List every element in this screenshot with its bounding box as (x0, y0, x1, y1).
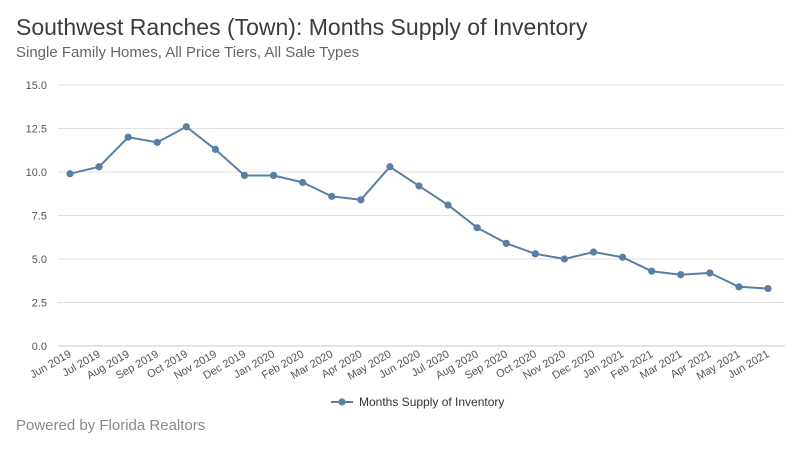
data-point[interactable] (677, 271, 685, 279)
data-point[interactable] (269, 171, 278, 180)
data-point[interactable] (589, 248, 598, 256)
y-tick-label: 15.0 (26, 80, 47, 92)
data-point[interactable] (618, 253, 627, 261)
y-tick-label: 10.0 (26, 167, 47, 179)
series-months-supply (66, 123, 772, 293)
y-tick-label: 5.0 (32, 254, 47, 266)
y-axis-tick-labels: 0.0 2.5 5.0 7.5 10.0 12.5 15.0 (26, 80, 47, 353)
y-tick-label: 2.5 (32, 298, 47, 310)
chart-subtitle: Single Family Homes, All Price Tiers, Al… (16, 44, 360, 61)
data-point[interactable] (182, 123, 190, 131)
data-point[interactable] (124, 133, 132, 141)
data-point[interactable] (531, 250, 539, 258)
credit-text[interactable]: Powered by Florida Realtors (16, 417, 206, 434)
data-point[interactable] (502, 239, 510, 247)
data-point[interactable] (764, 284, 772, 293)
series-line (69, 125, 769, 290)
data-point[interactable] (240, 171, 249, 180)
chart-title: Southwest Ranches (Town): Months Supply … (16, 14, 588, 40)
legend[interactable]: Months Supply of Inventory (331, 395, 504, 409)
data-point[interactable] (735, 283, 743, 291)
gridlines (58, 84, 785, 347)
data-point[interactable] (211, 145, 220, 153)
legend-label[interactable]: Months Supply of Inventory (359, 395, 504, 409)
data-point[interactable] (648, 267, 656, 275)
legend-marker (338, 398, 346, 406)
data-point[interactable] (299, 178, 307, 187)
data-point[interactable] (444, 201, 452, 209)
data-point[interactable] (153, 138, 161, 147)
data-point[interactable] (706, 269, 714, 277)
y-tick-label: 0.0 (32, 341, 47, 353)
data-point[interactable] (66, 170, 74, 178)
data-point[interactable] (560, 255, 569, 263)
y-tick-label: 12.5 (26, 124, 47, 136)
data-point[interactable] (95, 163, 103, 171)
data-point[interactable] (357, 196, 365, 204)
data-point[interactable] (473, 224, 481, 232)
data-point[interactable] (328, 192, 336, 200)
data-point[interactable] (415, 182, 423, 190)
data-point[interactable] (386, 163, 394, 171)
y-tick-label: 7.5 (32, 211, 47, 223)
